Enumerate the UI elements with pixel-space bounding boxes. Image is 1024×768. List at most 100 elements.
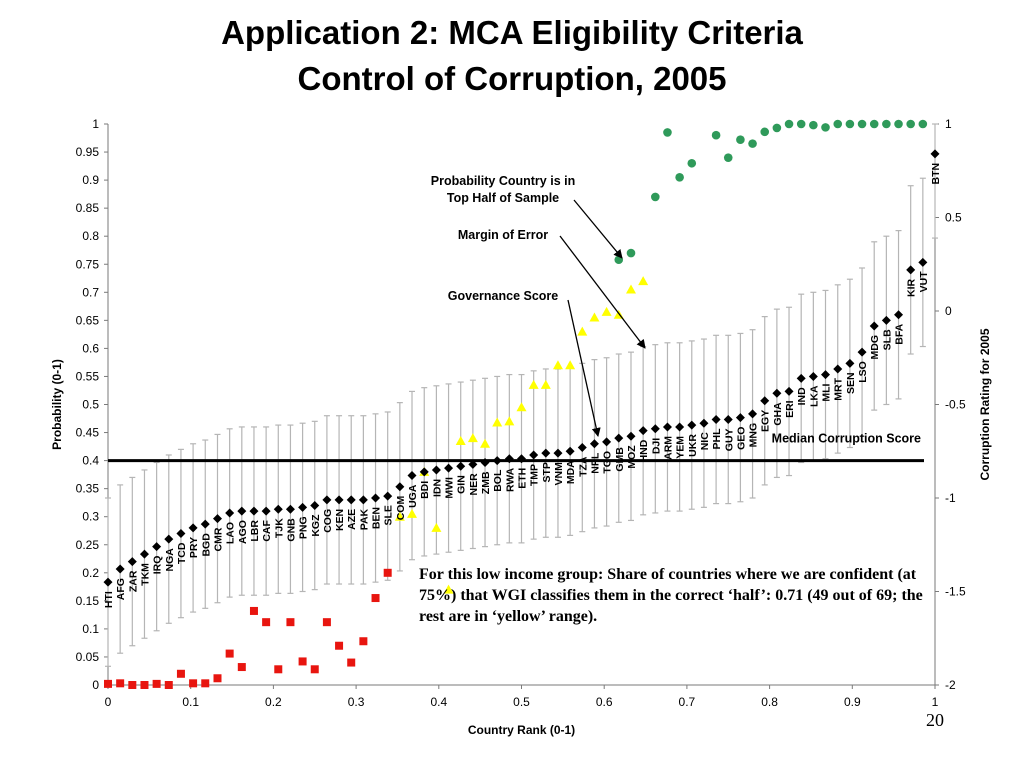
y-tick-label: 0 <box>92 678 99 692</box>
country-label: MOZ <box>626 445 638 469</box>
governance-point <box>626 431 636 441</box>
probability-yellow-point <box>407 508 418 518</box>
governance-point <box>419 467 429 477</box>
governance-point <box>529 450 539 460</box>
x-tick-label: 0.1 <box>182 695 199 709</box>
probability-green-point <box>857 119 867 129</box>
country-label: CMR <box>212 527 224 551</box>
probability-red-point <box>201 679 210 688</box>
country-label: MNG <box>748 423 760 448</box>
x-axis-title: Country Rank (0-1) <box>468 723 575 737</box>
x-tick-label: 0.5 <box>513 695 530 709</box>
governance-point <box>358 495 368 505</box>
country-label: MDG <box>869 335 881 360</box>
probability-yellow-point <box>467 433 478 443</box>
probability-green-point <box>918 119 928 129</box>
governance-point <box>662 422 672 432</box>
median-line-label: Median Corruption Score <box>772 432 921 446</box>
country-label: HND <box>638 439 650 462</box>
x-tick-label: 0.7 <box>679 695 696 709</box>
governance-point <box>577 443 587 453</box>
country-label: SLB <box>881 329 893 350</box>
y-axis-title: Probability (0-1) <box>50 359 64 450</box>
country-label: IDN <box>431 479 443 497</box>
country-label: BDI <box>419 481 431 499</box>
governance-point <box>869 321 879 331</box>
probability-green-point <box>869 119 879 129</box>
probability-green-point <box>894 119 903 129</box>
probability-red-point <box>164 681 173 689</box>
probability-yellow-point <box>528 379 539 389</box>
probability-red-point <box>116 679 125 688</box>
probability-red-point <box>274 665 283 674</box>
country-label: TJK <box>273 518 285 538</box>
governance-point <box>456 461 466 471</box>
probability-yellow-point <box>552 360 563 370</box>
country-label: CAF <box>261 520 273 542</box>
probability-green-point <box>651 192 660 202</box>
y2-tick-label: 0.5 <box>945 211 962 225</box>
governance-point <box>504 454 514 464</box>
governance-point <box>541 448 551 458</box>
y-tick-label: 0.35 <box>76 482 100 496</box>
governance-point <box>565 446 575 456</box>
country-label: TMP <box>529 464 541 486</box>
slide-title-line2: Control of Corruption, 2005 <box>297 60 727 97</box>
governance-point <box>808 371 818 381</box>
annotation-governance: Governance Score <box>448 289 559 303</box>
probability-green-point <box>809 120 818 130</box>
probability-red-point <box>322 618 331 627</box>
y-tick-label: 1 <box>92 117 99 131</box>
probability-yellow-point <box>601 306 612 316</box>
governance-point <box>407 471 417 481</box>
country-label: HTI <box>103 591 115 608</box>
probability-red-point <box>225 649 234 658</box>
y-tick-label: 0.9 <box>82 173 99 187</box>
probability-green-point <box>821 123 830 132</box>
x-tick-label: 0 <box>105 695 112 709</box>
governance-point <box>444 463 454 473</box>
probability-red-point <box>359 637 368 646</box>
probability-yellow-point <box>516 402 527 412</box>
y-tick-label: 0.3 <box>82 510 99 524</box>
country-label: ERI <box>784 400 796 418</box>
probability-red-point <box>213 674 222 683</box>
probability-green-point <box>736 135 745 145</box>
country-label: STP <box>541 462 553 482</box>
probability-yellow-point <box>394 511 405 521</box>
governance-point <box>894 310 904 320</box>
governance-point <box>480 457 490 467</box>
governance-point <box>188 523 198 533</box>
probability-yellow-point <box>443 584 454 594</box>
probability-yellow-point <box>492 417 503 427</box>
slide-title-line1: Application 2: MCA Eligibility Criteria <box>221 14 803 51</box>
governance-point <box>371 493 381 503</box>
y-tick-label: 0.6 <box>82 341 99 355</box>
probability-green-point <box>784 119 794 129</box>
probability-green-point <box>711 130 721 140</box>
probability-yellow-point <box>431 522 442 532</box>
governance-point <box>249 506 259 516</box>
governance-point <box>845 358 855 368</box>
country-label: MLI <box>821 383 833 401</box>
governance-point <box>699 418 709 428</box>
governance-point <box>273 504 283 514</box>
y-tick-label: 0.65 <box>76 313 100 327</box>
y-tick-label: 0.85 <box>76 201 100 215</box>
country-label: RWA <box>504 467 516 492</box>
country-label: KGZ <box>310 514 322 537</box>
probability-red-point <box>262 618 271 627</box>
country-label: KEN <box>334 509 346 531</box>
country-label: NPL <box>589 452 601 474</box>
country-label: PAK <box>358 508 370 530</box>
probability-red-point <box>140 681 149 689</box>
governance-point <box>723 414 733 424</box>
annotation-probability-line1: Probability Country is in <box>431 174 575 188</box>
probability-red-point <box>286 618 295 627</box>
country-label: TZA <box>577 456 589 477</box>
probability-green-point <box>626 248 636 258</box>
country-label: YEM <box>675 436 687 459</box>
country-label: COM <box>395 496 407 521</box>
governance-point <box>711 414 721 424</box>
country-label: NER <box>468 473 480 496</box>
